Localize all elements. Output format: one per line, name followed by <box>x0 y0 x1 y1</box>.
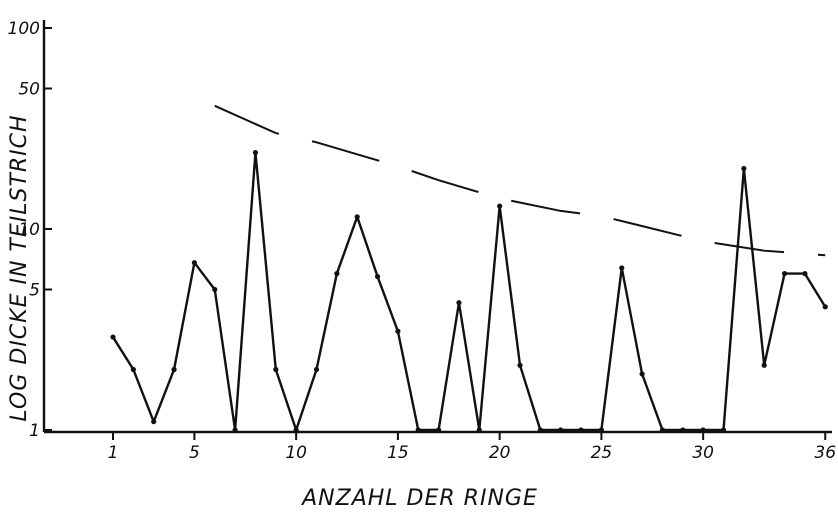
data-point-16 <box>415 427 421 433</box>
data-point-22 <box>537 427 543 433</box>
x-tick-label-15: 15 <box>387 443 409 463</box>
data-point-15 <box>395 328 401 334</box>
x-tick-label-30: 30 <box>692 443 714 463</box>
y-tick-label-1: 1 <box>29 421 40 441</box>
data-point-26 <box>619 265 625 271</box>
data-point-33 <box>761 362 767 368</box>
data-point-35 <box>802 270 808 277</box>
data-point-21 <box>517 362 523 368</box>
data-point-25 <box>598 427 605 433</box>
data-point-32 <box>741 165 747 172</box>
y-tick-label-50: 50 <box>18 80 40 100</box>
data-point-1 <box>110 334 116 340</box>
y-tick-label-10: 10 <box>18 220 40 240</box>
axes <box>42 20 832 434</box>
data-point-23 <box>558 427 564 433</box>
data-point-36 <box>822 304 828 310</box>
x-tick-label-5: 5 <box>189 443 200 463</box>
x-tick-label-1: 1 <box>108 443 119 463</box>
x-tick-label-20: 20 <box>489 443 511 463</box>
data-point-4 <box>171 366 177 373</box>
data-point-9 <box>273 366 279 373</box>
data-point-13 <box>354 214 360 220</box>
data-point-10 <box>293 427 299 433</box>
y-tick-label-5: 5 <box>29 281 40 301</box>
data-point-18 <box>456 300 462 306</box>
data-point-6 <box>212 286 218 293</box>
series-layer <box>110 149 828 433</box>
data-point-7 <box>232 427 238 433</box>
data-point-19 <box>476 427 482 433</box>
x-tick-label-10: 10 <box>285 443 307 463</box>
series-line <box>111 151 827 432</box>
x-axis-title: ANZAHL DER RINGE <box>300 486 538 511</box>
data-point-31 <box>720 427 727 433</box>
x-tick-label-36: 36 <box>814 443 836 463</box>
data-point-34 <box>781 270 788 277</box>
data-point-11 <box>313 366 320 373</box>
data-point-29 <box>680 427 686 433</box>
data-point-5 <box>191 260 197 266</box>
data-point-17 <box>436 427 442 433</box>
envelope-layer <box>214 104 826 257</box>
data-point-30 <box>700 427 706 433</box>
data-point-14 <box>374 273 381 280</box>
x-tick-label-25: 25 <box>591 443 613 463</box>
data-point-12 <box>334 270 340 277</box>
data-point-27 <box>639 371 645 377</box>
data-point-28 <box>659 427 666 433</box>
envelope-curve <box>214 104 826 257</box>
data-point-8 <box>252 149 259 156</box>
data-point-2 <box>130 366 136 373</box>
data-point-20 <box>497 203 503 209</box>
y-tick-label-100: 100 <box>8 19 40 39</box>
data-point-3 <box>151 419 157 425</box>
y-axis-title: LOG DICKE IN TEILSTRICH <box>7 114 32 421</box>
data-point-24 <box>578 427 584 433</box>
